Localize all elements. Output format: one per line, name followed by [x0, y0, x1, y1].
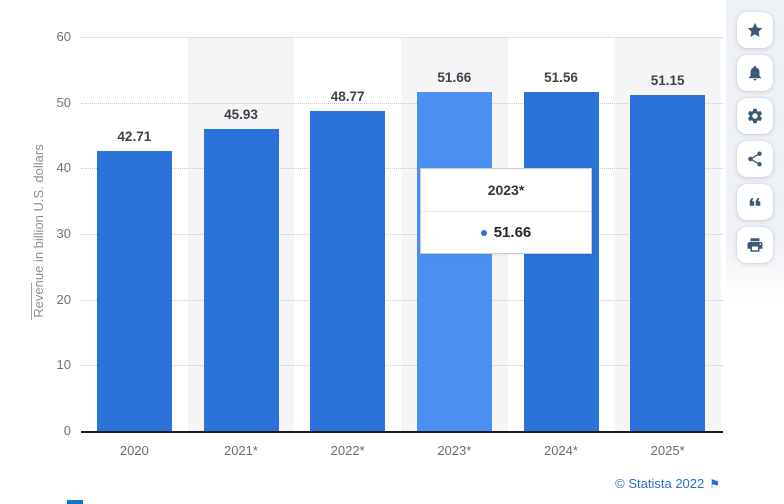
x-axis-line	[81, 431, 723, 433]
settings-button[interactable]	[737, 98, 773, 134]
x-tick-label: 2020	[119, 443, 149, 458]
print-button[interactable]	[737, 227, 773, 263]
x-tick-label: 2023*	[437, 443, 472, 458]
chart-tooltip: 2023* 51.66	[420, 168, 592, 254]
bar-2021*[interactable]	[203, 129, 279, 431]
y-tick-label: 30	[56, 226, 71, 241]
notifications-button[interactable]	[737, 55, 773, 91]
y-tick-label: 50	[56, 94, 71, 110]
bar-2023*[interactable]	[416, 91, 492, 431]
series-marker-dot	[480, 229, 487, 236]
bar-2022*[interactable]	[310, 110, 386, 431]
tooltip-value: 51.66	[493, 224, 532, 241]
gear-icon	[747, 108, 763, 124]
bar-value-label: 42.71	[117, 128, 152, 144]
x-tick-label: 2024*	[543, 443, 578, 458]
x-tick-label: 2021*	[223, 443, 258, 458]
bar-value-label: 45.93	[224, 107, 258, 123]
quote-icon	[749, 198, 761, 206]
gridline-30	[81, 234, 723, 235]
y-axis-title-tick	[31, 283, 32, 320]
bar-value-label: 48.77	[330, 88, 365, 104]
flag-icon: ⚑	[709, 477, 720, 491]
favorite-button[interactable]	[737, 12, 773, 48]
gridline-50	[81, 102, 723, 104]
y-tick-label: 20	[56, 291, 71, 307]
y-tick-label: 40	[56, 160, 71, 176]
bell-icon	[749, 65, 761, 81]
share-icon	[748, 151, 762, 167]
y-tick-label: 10	[56, 357, 71, 373]
bar-value-label: 51.15	[650, 73, 685, 89]
bar-2024*[interactable]	[523, 92, 599, 431]
y-tick-label: 0	[63, 423, 71, 438]
bar-value-label: 51.66	[437, 69, 472, 85]
action-sidebar	[737, 12, 773, 263]
gridline-40	[81, 168, 723, 170]
share-button[interactable]	[737, 141, 773, 177]
bar-value-label: 51.56	[544, 70, 578, 86]
gridline-20	[81, 299, 723, 301]
x-tick-label: 2022*	[330, 443, 365, 458]
y-tick-label: 60	[56, 29, 71, 44]
statista-attribution[interactable]: © Statista 2022 ⚑	[615, 476, 720, 491]
gridline-10	[81, 365, 723, 367]
cite-button[interactable]	[737, 184, 773, 220]
x-tick-label: 2025*	[650, 443, 685, 458]
printer-icon	[747, 238, 763, 252]
attribution-text: © Statista 2022	[615, 476, 705, 491]
gridline-60	[81, 37, 723, 38]
bar-2020[interactable]	[96, 150, 172, 431]
tooltip-value-row: 51.66	[421, 212, 591, 253]
bottom-left-blue-mark	[67, 500, 83, 504]
bar-2025*[interactable]	[630, 95, 706, 431]
tooltip-title: 2023*	[487, 182, 525, 198]
tooltip-divider	[421, 211, 591, 212]
star-icon	[747, 22, 763, 37]
